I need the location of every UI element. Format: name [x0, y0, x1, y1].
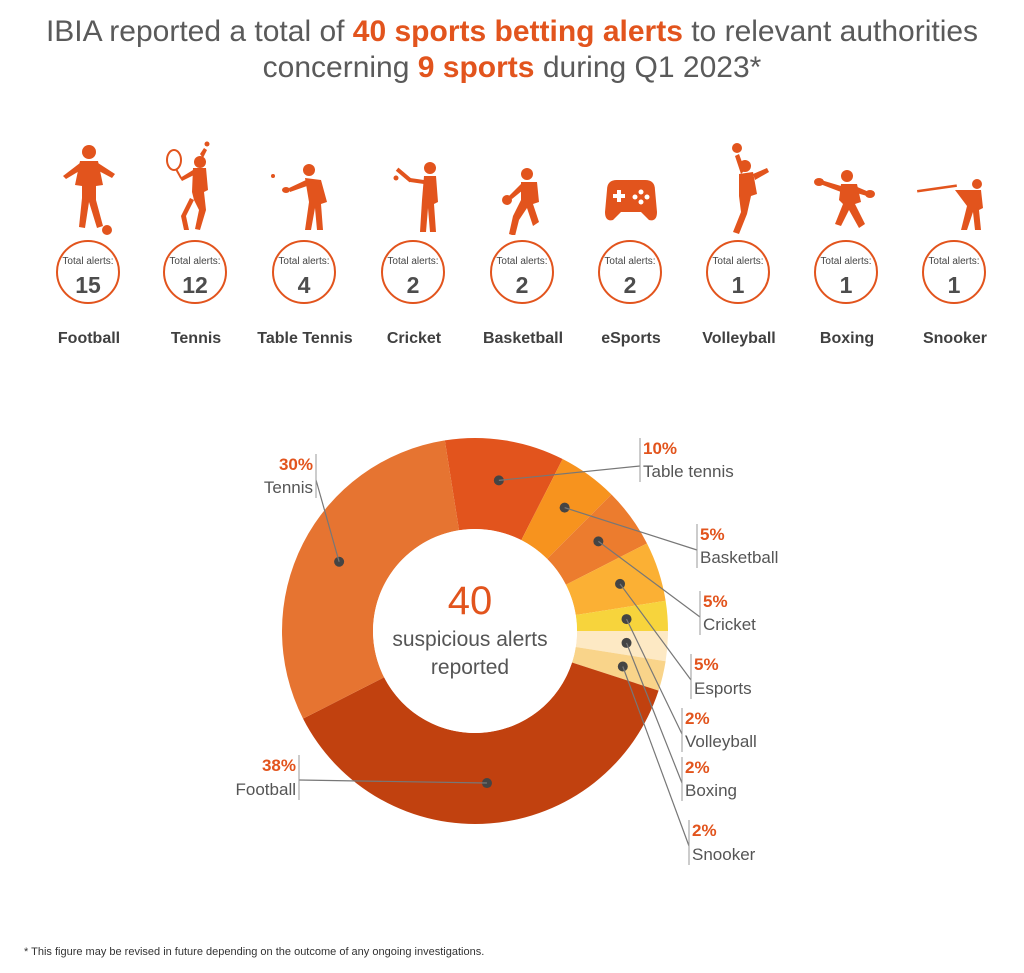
volleyball-player-icon [732, 143, 769, 234]
sport-snooker: Total alerts: 1 Snooker [900, 135, 1010, 355]
slice-name-label: Tennis [264, 478, 313, 497]
slice-name-label: Esports [694, 679, 752, 698]
sport-name: Cricket [386, 330, 442, 347]
sport-name: Volleyball [702, 330, 776, 347]
title-highlight-alerts: 40 sports betting alerts [352, 15, 683, 48]
sport-name: Snooker [922, 330, 987, 347]
center-text-line-1: suspicious alerts [392, 628, 547, 651]
boxer-icon [814, 170, 875, 228]
slice-football [303, 662, 659, 824]
sport-name: Boxing [819, 330, 875, 347]
football-player-icon [63, 145, 115, 235]
total-alerts-badge: Total alerts: 2 [381, 240, 445, 304]
gamepad-icon [605, 180, 657, 221]
slice-percent-label: 5% [703, 592, 728, 611]
sport-cricket: Total alerts: 2 Cricket [359, 135, 469, 355]
slice-percent-label: 30% [279, 455, 313, 474]
slice-percent-label: 5% [700, 525, 725, 544]
title-line-2: concerning 9 sports during Q1 2023* [262, 51, 762, 84]
total-alerts-badge: Total alerts: 4 [272, 240, 336, 304]
sport-esports: Total alerts: 2 eSports [576, 135, 686, 355]
chart-labels: 10% Table tennis 5% Basketball 5% Cricket 5% Es… [236, 439, 779, 864]
slice-boxing [575, 631, 668, 662]
total-alerts-badge: Total alerts: 2 [490, 240, 554, 304]
basketball-player-icon [502, 168, 539, 235]
sport-tennis: Total alerts: 12 Tennis [141, 135, 251, 355]
slice-percent-label: 2% [685, 758, 710, 777]
center-value: 40 [448, 579, 493, 623]
tennis-player-icon [166, 141, 210, 230]
total-alerts-badge: Total alerts: 1 [814, 240, 878, 304]
slice-percent-label: 2% [692, 821, 717, 840]
leader-line [564, 507, 698, 551]
total-alerts-badge: Total alerts: 2 [598, 240, 662, 304]
sport-volleyball: Total alerts: 1 Volleyball [684, 135, 794, 355]
page-title: IBIA reported a total of 40 sports betti… [0, 14, 1024, 86]
sport-name: Football [57, 330, 121, 347]
slice-percent-label: 38% [262, 756, 296, 775]
slice-tennis [281, 440, 460, 719]
leader-line [625, 618, 683, 735]
leader-line [598, 540, 701, 618]
center-text-line-2: reported [431, 656, 509, 679]
title-highlight-sports: 9 sports [417, 51, 535, 84]
slice-table-tennis [444, 437, 563, 541]
slice-name-label: Boxing [685, 781, 737, 800]
sport-name: eSports [601, 330, 661, 347]
sport-basketball: Total alerts: 2 Basketball [468, 135, 578, 355]
leader-dot [559, 502, 570, 513]
leader-line [625, 642, 683, 784]
chart-leader-lines [298, 438, 701, 865]
sport-football: Total alerts: 15 Football [34, 135, 144, 355]
slice-name-label: Table tennis [643, 462, 734, 481]
title-line-1: IBIA reported a total of 40 sports betti… [45, 15, 979, 48]
leader-line [619, 583, 692, 681]
leader-line [298, 779, 487, 784]
cricket-player-icon [393, 162, 438, 232]
leader-line [622, 666, 690, 847]
total-alerts-badge: Total alerts: 1 [706, 240, 770, 304]
slice-name-label: Volleyball [685, 732, 757, 751]
total-alerts-badge: Total alerts: 12 [163, 240, 227, 304]
sport-name: Basketball [482, 330, 564, 347]
leader-line [498, 465, 641, 481]
sports-row: Total alerts: 15 Football Total alerts: … [34, 135, 1024, 365]
sport-name: Tennis [170, 330, 222, 347]
slice-percent-label: 10% [643, 439, 677, 458]
footnote: * This figure may be revised in future d… [24, 946, 485, 958]
sport-table-tennis: Total alerts: 4 Table Tennis [250, 135, 360, 355]
slice-name-label: Cricket [703, 615, 756, 634]
slice-volleyball [575, 600, 668, 631]
slice-name-label: Snooker [692, 845, 756, 864]
sport-boxing: Total alerts: 1 Boxing [792, 135, 902, 355]
slice-percent-label: 5% [694, 655, 719, 674]
chart-slices [281, 437, 668, 824]
sport-name: Table Tennis [257, 330, 353, 347]
slice-name-label: Football [236, 780, 296, 799]
slice-percent-label: 2% [685, 709, 710, 728]
leader-line [315, 479, 340, 562]
slice-esports [565, 543, 666, 616]
table-tennis-player-icon [271, 164, 327, 230]
snooker-player-icon [917, 179, 983, 230]
total-alerts-badge: Total alerts: 1 [922, 240, 986, 304]
total-alerts-badge: Total alerts: 15 [56, 240, 120, 304]
donut-hole [373, 529, 577, 733]
slice-name-label: Basketball [700, 548, 778, 567]
